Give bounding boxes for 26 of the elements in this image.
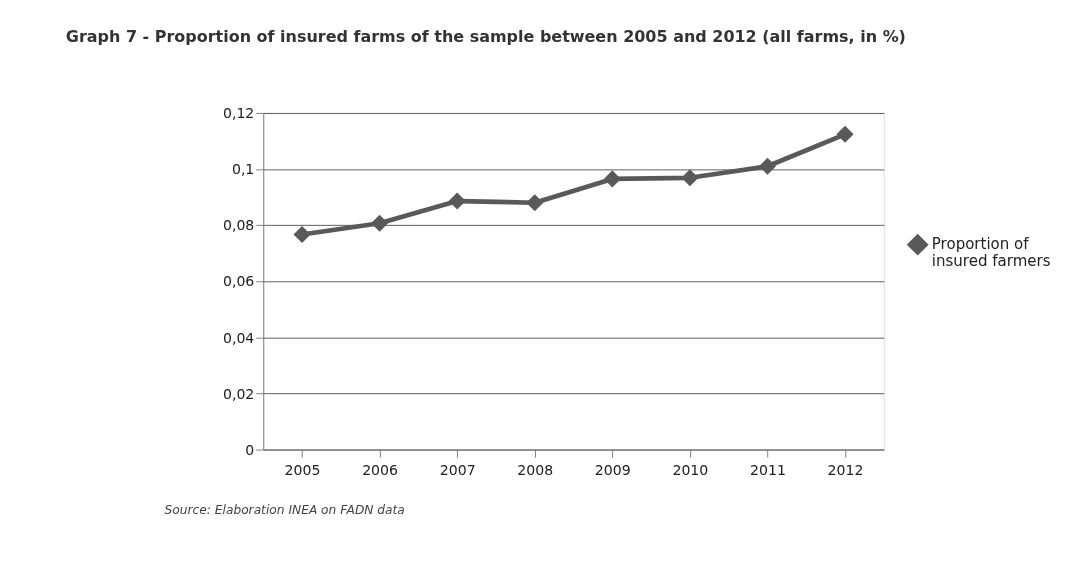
x-tick-label: 2010	[672, 461, 709, 478]
x-tick-label: 2012	[827, 461, 864, 478]
point	[681, 169, 699, 187]
x-tick-label: 2007	[439, 461, 476, 478]
chart-title: Graph 7 - Proportion of insured farms of the sample between 2005 and 2012 (all farms, in %)	[65, 26, 906, 46]
y-tick-label: 0,08	[222, 217, 255, 234]
point	[836, 125, 854, 143]
x-tick-label: 2005	[284, 461, 321, 478]
legend-label: Proportion of insured farmers	[931, 235, 1051, 271]
x-tick-label: 2011	[750, 461, 786, 478]
point	[526, 194, 544, 212]
y-tick-label: 0,06	[222, 273, 255, 290]
source-note: Source: Elaboration INEA on FADN data	[164, 503, 405, 518]
y-tick-label: 0,02	[222, 385, 255, 402]
point	[371, 214, 389, 232]
x-tick-label: 2009	[594, 461, 631, 478]
y-tick-label: 0,12	[222, 105, 255, 122]
point	[758, 157, 777, 175]
point	[603, 170, 621, 188]
x-tick-label: 2006	[362, 461, 399, 478]
y-tick-label: 0,04	[222, 329, 255, 346]
x-tick-label: 2008	[517, 461, 554, 478]
y-tick-label: 0,1	[231, 161, 255, 178]
point	[448, 192, 466, 210]
y-tick-label: 0	[245, 441, 255, 458]
point	[293, 225, 311, 243]
